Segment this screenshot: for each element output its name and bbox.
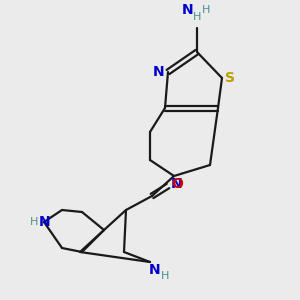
Text: N: N <box>153 65 165 79</box>
Text: N: N <box>171 177 183 191</box>
Text: H: H <box>202 5 210 15</box>
Text: H: H <box>30 217 38 227</box>
Text: H: H <box>161 271 169 281</box>
Text: S: S <box>225 71 235 85</box>
Text: N: N <box>149 263 161 277</box>
Text: O: O <box>171 177 183 191</box>
Text: N: N <box>39 215 51 229</box>
Text: H: H <box>193 12 201 22</box>
Text: N: N <box>182 3 194 17</box>
